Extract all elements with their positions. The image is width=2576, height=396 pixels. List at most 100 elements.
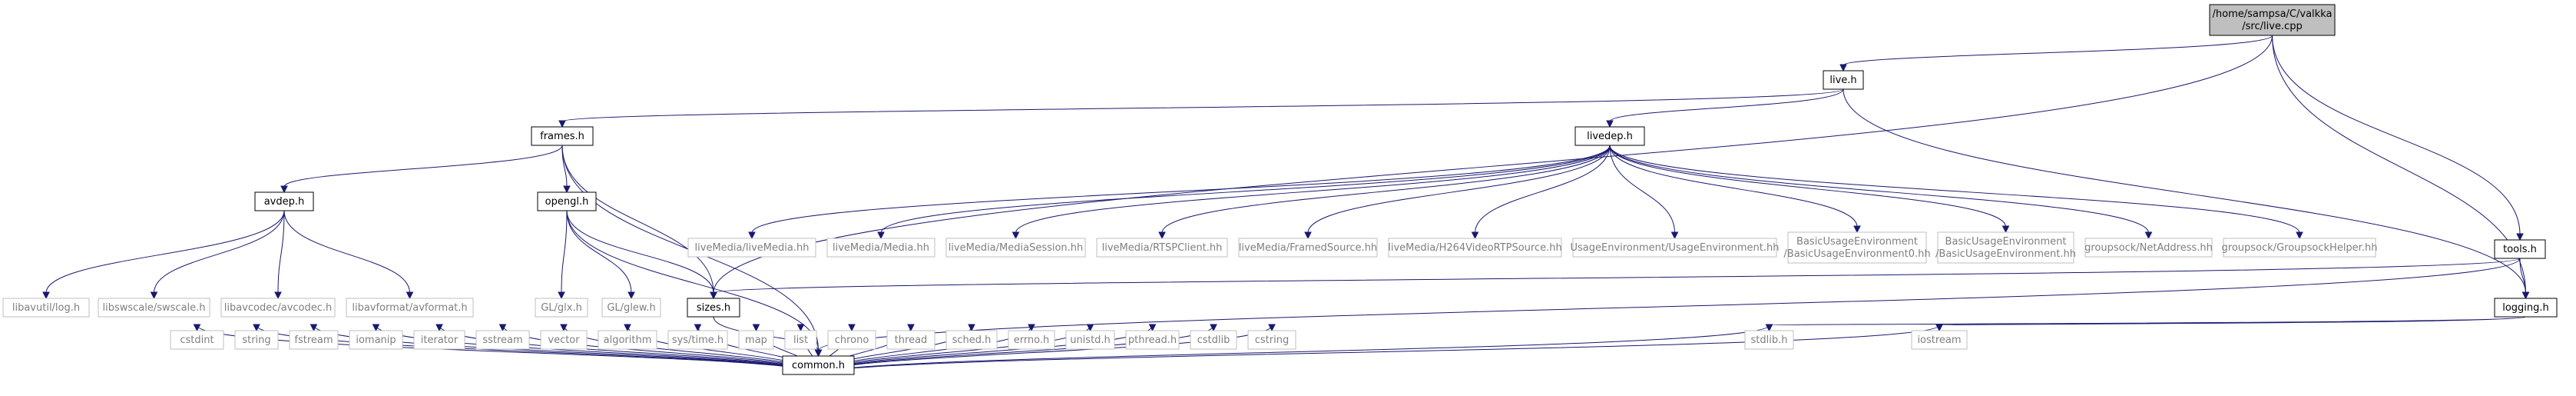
edge-livedep_h-to-bue0 xyxy=(1609,145,1858,228)
node-label: algorithm xyxy=(604,334,652,346)
node-label: /BasicUsageEnvironment0.hh xyxy=(1783,248,1930,260)
edge-logging_h-to-iostream xyxy=(1939,316,2526,326)
node-live-cpp[interactable]: /home/sampsa/C/valkka/src/live.cpp xyxy=(2209,4,2336,36)
node-box xyxy=(531,126,594,146)
node-box xyxy=(234,330,279,350)
node-box xyxy=(2209,4,2336,36)
node-label: avdep.h xyxy=(264,196,305,208)
node-label: /home/sampsa/C/valkka xyxy=(2213,8,2333,20)
edge-avdep_h-to-av_log xyxy=(45,210,285,294)
node-label: unistd.h xyxy=(1070,334,1111,346)
node-bue: BasicUsageEnvironment/BasicUsageEnvironm… xyxy=(1935,231,2076,264)
node-box xyxy=(289,330,339,350)
node-label: GL/glx.h xyxy=(541,302,582,314)
edge-arrowhead xyxy=(2144,231,2153,240)
node-string: string xyxy=(234,330,279,350)
node-box xyxy=(535,298,588,318)
node-gl-glew: GL/glew.h xyxy=(601,298,661,318)
edge-livedep_h-to-lm_livemedia xyxy=(751,145,1611,234)
node-tools-h[interactable]: tools.h xyxy=(2494,239,2546,259)
node-label: cstdint xyxy=(180,334,214,346)
node-box xyxy=(1823,70,1864,90)
node-label: iomanip xyxy=(356,334,396,346)
node-label: /src/live.cpp xyxy=(2242,21,2302,32)
node-label: thread xyxy=(895,334,928,346)
node-box xyxy=(537,191,597,211)
edge-live_cpp-to-live_h xyxy=(1843,35,2273,66)
edge-arrowhead xyxy=(796,324,805,332)
edge-arrowhead xyxy=(406,291,414,300)
edge-arrowhead xyxy=(558,291,565,300)
edge-arrowhead xyxy=(563,185,571,194)
edge-opengl_h-to-gl_glew xyxy=(566,210,632,294)
node-box xyxy=(2223,238,2376,258)
node-box xyxy=(254,191,314,211)
edge-arrowhead xyxy=(558,120,566,128)
node-label: sched.h xyxy=(952,334,992,346)
node-opengl-h[interactable]: opengl.h xyxy=(537,191,597,211)
node-unistd: unistd.h xyxy=(1065,330,1115,350)
node-box xyxy=(1065,330,1115,350)
node-av-codec: libavcodec/avcodec.h xyxy=(220,298,336,318)
node-frames-h[interactable]: frames.h xyxy=(531,126,594,146)
node-pthread: pthread.h xyxy=(1125,330,1180,350)
edge-livedep_h-to-gs_net xyxy=(1609,145,2149,234)
node-label: liveMedia/RTSPClient.hh xyxy=(1102,242,1223,254)
node-sizes-h[interactable]: sizes.h xyxy=(687,298,740,318)
edge-arrowhead xyxy=(1471,231,1479,240)
edge-frames_h-to-sizes_h xyxy=(561,145,714,294)
node-avdep-h[interactable]: avdep.h xyxy=(254,191,314,211)
node-box xyxy=(1125,330,1180,350)
node-box xyxy=(1238,238,1378,258)
node-box xyxy=(475,330,530,350)
node-livedep-h[interactable]: livedep.h xyxy=(1574,126,1645,146)
node-live-h[interactable]: live.h xyxy=(1823,70,1864,90)
node-map: map xyxy=(738,330,774,350)
node-label: liveMedia/Media.hh xyxy=(833,242,929,254)
node-stdlib: stdlib.h xyxy=(1744,330,1794,350)
node-box xyxy=(945,330,998,350)
node-label: cstring xyxy=(1255,334,1289,346)
node-box xyxy=(540,330,588,350)
node-label: sys/time.h xyxy=(672,334,723,346)
node-label: common.h xyxy=(792,360,845,371)
node-common-h[interactable]: common.h xyxy=(782,355,855,375)
edge-arrowhead xyxy=(1012,231,1020,240)
node-box xyxy=(1388,238,1562,258)
node-label: libavutil/log.h xyxy=(12,302,80,314)
edge-opengl_h-to-common_h xyxy=(566,210,819,351)
edge-live_cpp-to-tools_h xyxy=(2272,35,2521,235)
edge-livedep_h-to-bue xyxy=(1609,145,2006,228)
node-label: groupsock/NetAddress.hh xyxy=(2084,242,2213,254)
node-label: fstream xyxy=(294,334,333,346)
node-label: /BasicUsageEnvironment.hh xyxy=(1935,248,2076,260)
edge-arrowhead xyxy=(1028,324,1035,332)
edge-arrowhead xyxy=(1606,120,1614,128)
node-label: opengl.h xyxy=(545,196,589,208)
node-box xyxy=(2494,239,2546,259)
node-label: vector xyxy=(548,334,580,346)
edge-arrowhead xyxy=(280,185,288,194)
node-box xyxy=(1787,231,1927,264)
node-box xyxy=(1008,330,1055,350)
edge-arrowhead xyxy=(1853,225,1861,234)
node-gs-net: groupsock/NetAddress.hh xyxy=(2084,238,2213,258)
node-box xyxy=(1096,238,1228,258)
node-label: libswscale/swscale.h xyxy=(102,302,205,314)
node-box xyxy=(945,238,1086,258)
node-label: liveMedia/FramedSource.hh xyxy=(1239,242,1377,254)
node-box xyxy=(1572,238,1777,258)
node-label: list xyxy=(793,334,808,346)
edge-arrowhead xyxy=(848,324,856,332)
node-label: errno.h xyxy=(1014,334,1050,346)
node-lm-framed: liveMedia/FramedSource.hh xyxy=(1238,238,1378,258)
edge-avdep_h-to-av_sws xyxy=(154,210,285,294)
node-fstream: fstream xyxy=(289,330,339,350)
node-box xyxy=(2494,298,2558,318)
edge-livedep_h-to-lm_rtsp xyxy=(1161,145,1611,234)
node-logging-h[interactable]: logging.h xyxy=(2494,298,2558,318)
edge-arrowhead xyxy=(2516,233,2524,241)
nodes-layer: /home/sampsa/C/valkka/src/live.cpp live.h… xyxy=(2,4,2558,375)
node-iomanip: iomanip xyxy=(349,330,403,350)
edge-arrowhead xyxy=(1304,231,1312,240)
